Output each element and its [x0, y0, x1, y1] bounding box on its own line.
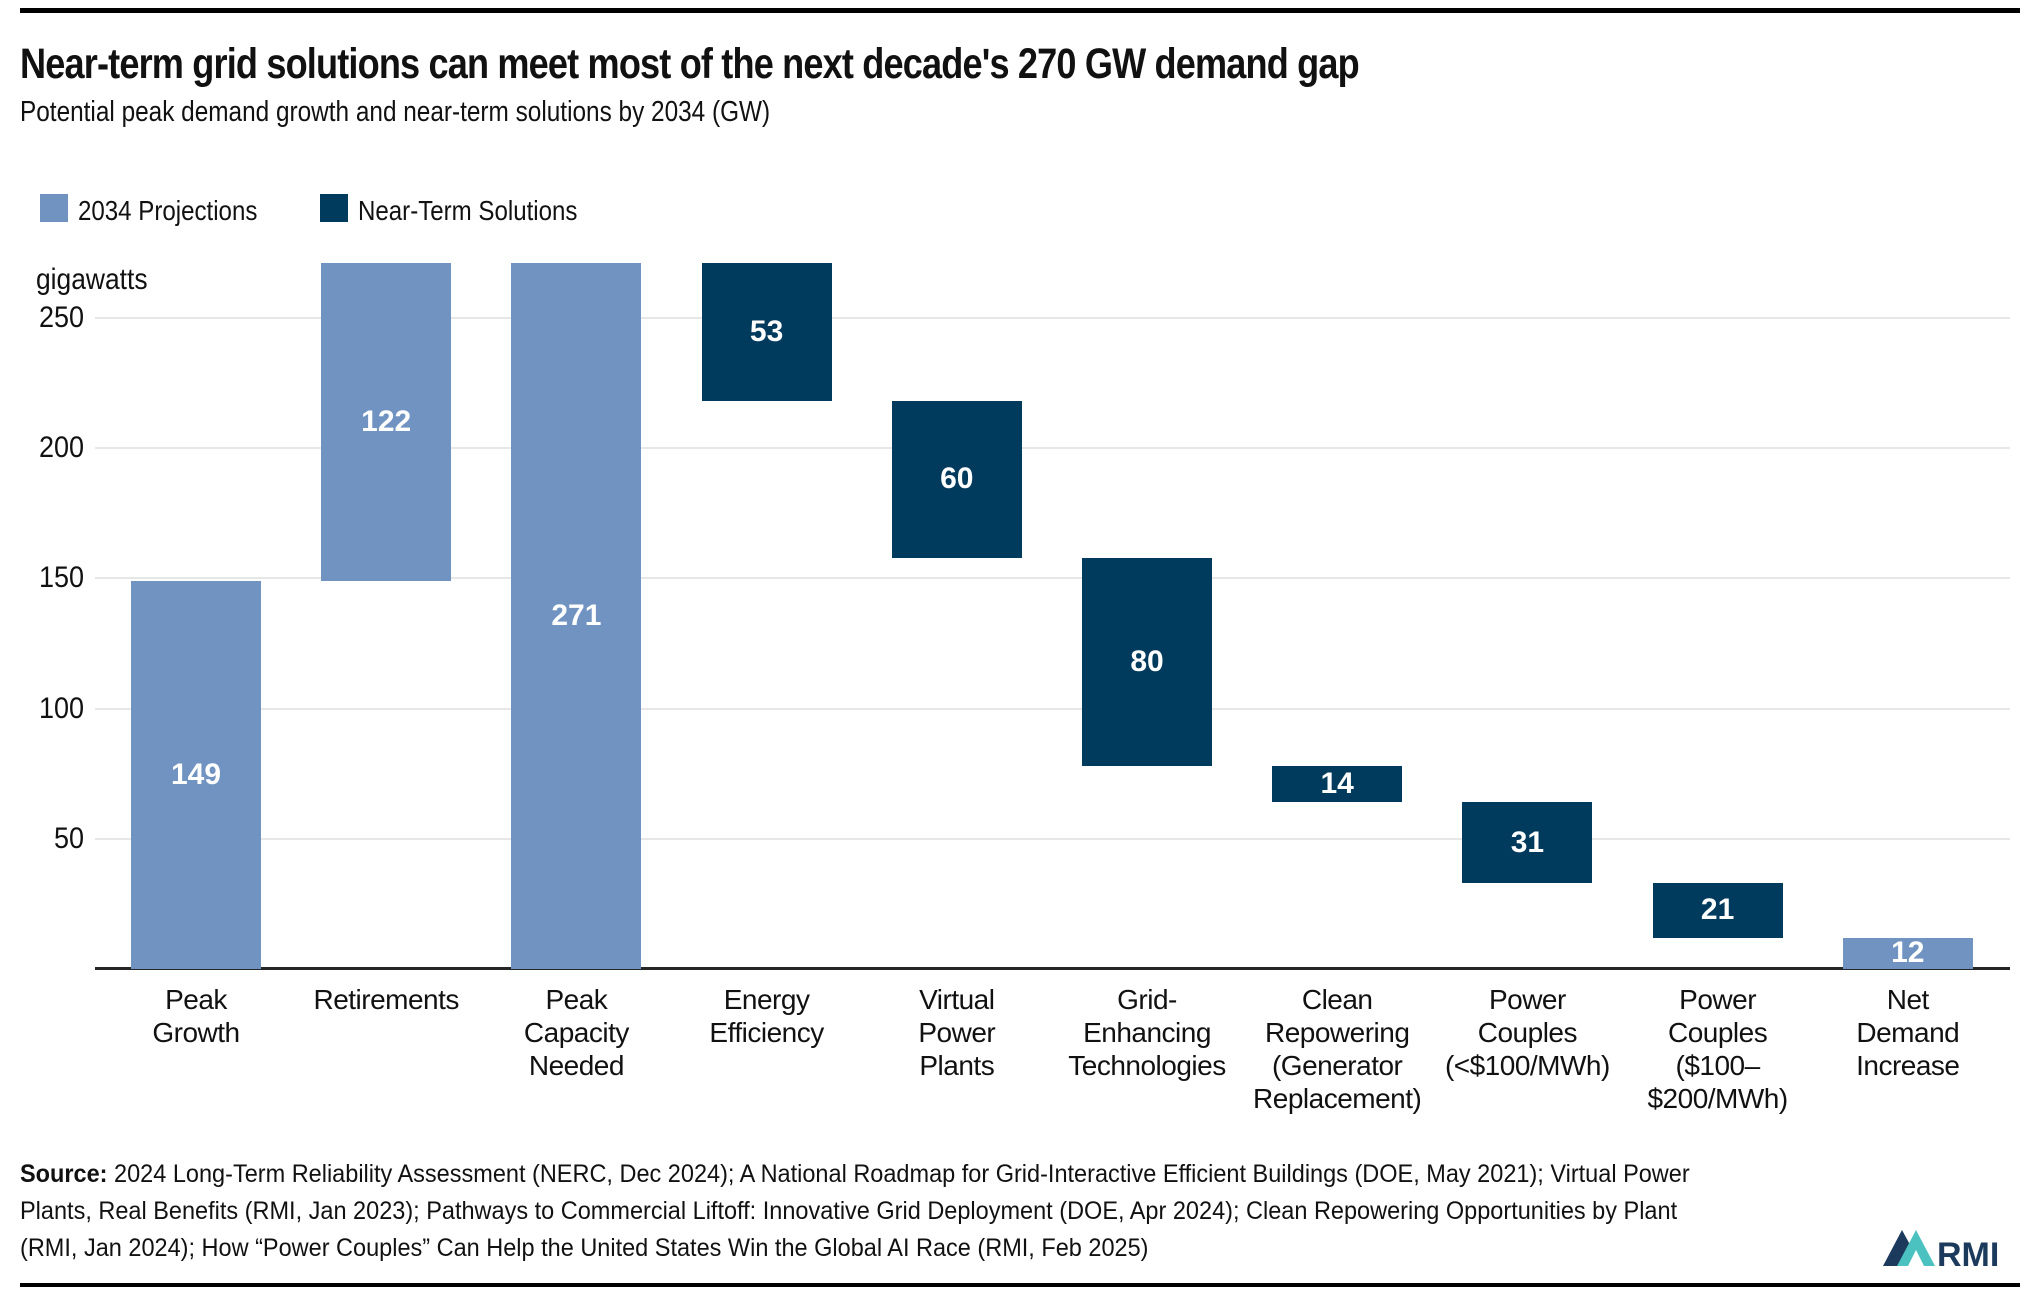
source-line: Plants, Real Benefits (RMI, Jan 2023); P… — [20, 1197, 1678, 1225]
x-label-line: Grid- — [1117, 984, 1177, 1015]
x-label-line: Efficiency — [709, 1017, 824, 1048]
x-label-line: Virtual — [919, 984, 995, 1015]
bar-net-demand-increase: 12 — [1842, 936, 1973, 970]
x-label-line: Clean — [1301, 984, 1373, 1015]
x-label-peak-growth: Peak Growth — [101, 983, 291, 1049]
bar-value-grid-enhancing-technologies: 80 — [1130, 644, 1164, 678]
bar-energy-efficiency: 53 — [701, 263, 832, 402]
y-tick-250: 250 — [38, 301, 84, 334]
bar-virtual-power-plants: 60 — [891, 401, 1022, 558]
bottom-rule — [20, 1283, 2020, 1287]
plot-area: 149 122 271 53 60 80 14 31 21 12 — [95, 250, 2010, 970]
x-label-line: ($100– — [1675, 1050, 1761, 1081]
x-label-line: Repowering — [1264, 1017, 1410, 1048]
x-label-line: Power — [918, 1017, 996, 1048]
bar-value-energy-efficiency: 53 — [749, 315, 784, 349]
svg-text:RMI: RMI — [1937, 1236, 1999, 1274]
rmi-logo: RMI — [1883, 1224, 2025, 1279]
x-label-retirements: Retirements — [291, 983, 481, 1016]
legend-swatch-solutions-icon — [320, 194, 348, 222]
x-label-line: Net — [1886, 984, 1930, 1015]
x-label-line: Increase — [1856, 1050, 1960, 1081]
legend-label-projections: 2034 Projections — [78, 195, 258, 226]
x-label-line: (Generator — [1271, 1050, 1403, 1081]
x-label-line: Needed — [528, 1050, 625, 1081]
x-label-clean-repowering-generator-replacement: Clean Repowering (Generator Replacement) — [1242, 983, 1432, 1115]
x-label-power-couples-100-200-mwh: Power Couples ($100– $200/MWh) — [1623, 983, 1813, 1115]
bar-value-net-demand-increase: 12 — [1891, 936, 1925, 970]
x-label-line: Technologies — [1068, 1050, 1226, 1081]
y-tick-150: 150 — [38, 561, 84, 595]
source-line: (RMI, Jan 2024); How “Power Couples” Can… — [20, 1234, 1149, 1262]
gridline-250 — [95, 317, 2010, 319]
x-label-line: Peak — [545, 984, 608, 1015]
bar-value-clean-repowering-generator-replacement: 14 — [1320, 767, 1354, 801]
x-label-line: Growth — [152, 1017, 240, 1048]
y-tick-100: 100 — [38, 691, 84, 725]
x-label-line: Energy — [723, 984, 810, 1015]
bar-value-peak-growth: 149 — [170, 758, 222, 791]
x-label-line: $200/MWh) — [1647, 1083, 1788, 1114]
bar-power-couples-100-mwh: 31 — [1462, 802, 1593, 884]
legend-label-solutions: Near-Term Solutions — [358, 195, 578, 226]
source-label: Source: — [20, 1160, 108, 1188]
x-label-net-demand-increase: Net Demand Increase — [1813, 983, 2003, 1082]
bar-value-virtual-power-plants: 60 — [940, 462, 974, 496]
rmi-logo-icon: RMI — [1883, 1230, 1999, 1274]
source-line: Source: 2024 Long-Term Reliability Asses… — [20, 1160, 1690, 1188]
gridline-50 — [95, 837, 2010, 840]
y-axis-unit-label: gigawatts — [36, 263, 148, 296]
source-note: Source: 2024 Long-Term Reliability Asses… — [20, 1156, 1690, 1267]
x-label-peak-capacity-needed: Peak Capacity Needed — [481, 983, 671, 1082]
x-axis-line — [95, 967, 2010, 970]
gridline-150 — [95, 577, 2010, 580]
y-tick-50: 50 — [53, 821, 84, 855]
x-label-line: Plants — [919, 1050, 995, 1081]
x-label-line: Couples — [1477, 1017, 1578, 1048]
bar-value-power-couples-100-200-mwh: 21 — [1700, 893, 1735, 927]
bar-value-retirements: 122 — [361, 405, 412, 439]
x-label-line: (<$100/MWh) — [1444, 1050, 1610, 1081]
x-label-line: Capacity — [523, 1017, 629, 1048]
x-label-virtual-power-plants: Virtual Power Plants — [862, 983, 1052, 1082]
page-title: Near-term grid solutions can meet most o… — [20, 40, 1360, 88]
x-label-grid-enhancing-technologies: Grid- Enhancing Technologies — [1052, 983, 1242, 1082]
top-rule — [20, 8, 2020, 13]
bar-power-couples-100-200-mwh: 21 — [1652, 883, 1783, 938]
x-label-line: Demand — [1856, 1017, 1960, 1048]
gridline-200 — [95, 447, 2010, 450]
bar-clean-repowering-generator-replacement: 14 — [1272, 765, 1403, 803]
x-label-line: Enhancing — [1083, 1017, 1211, 1048]
x-label-line: Power — [1679, 984, 1757, 1015]
x-label-line: Peak — [165, 984, 227, 1015]
x-label-line: Couples — [1667, 1017, 1768, 1048]
x-label-energy-efficiency: Energy Efficiency — [672, 983, 862, 1049]
x-label-power-couples-100-mwh: Power Couples (<$100/MWh) — [1432, 983, 1622, 1082]
legend-swatch-projections-icon — [40, 194, 68, 222]
bar-peak-capacity-needed: 271 — [511, 263, 642, 969]
x-label-line: Retirements — [313, 984, 459, 1015]
gridline-100 — [95, 707, 2010, 710]
bar-value-peak-capacity-needed: 271 — [551, 599, 602, 633]
bar-retirements: 122 — [321, 263, 452, 582]
y-tick-200: 200 — [38, 431, 84, 465]
x-label-line: Power — [1488, 984, 1566, 1015]
bar-peak-growth: 149 — [131, 581, 261, 969]
bar-grid-enhancing-technologies: 80 — [1082, 557, 1212, 766]
x-label-line: Replacement) — [1253, 1083, 1422, 1114]
bar-value-power-couples-100-mwh: 31 — [1510, 825, 1545, 859]
page-subtitle: Potential peak demand growth and near-te… — [20, 96, 771, 128]
